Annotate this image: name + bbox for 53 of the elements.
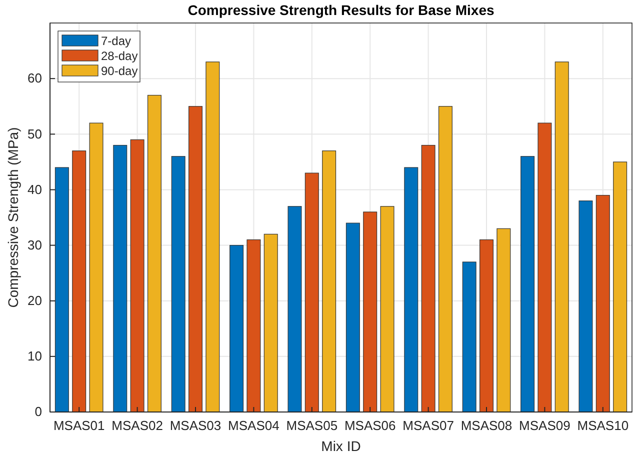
bar <box>171 156 186 412</box>
bar <box>288 206 302 412</box>
bar <box>438 106 452 412</box>
bar <box>264 234 278 412</box>
x-tick-label: MSAS06 <box>344 418 396 434</box>
x-tick-label: MSAS03 <box>170 418 222 434</box>
y-tick-label: 40 <box>28 182 42 197</box>
bar <box>520 156 535 412</box>
bar <box>421 144 436 412</box>
bar <box>554 62 569 412</box>
bar <box>72 150 86 412</box>
x-tick-label: MSAS09 <box>519 418 570 434</box>
x-tick-label: MSAS04 <box>228 418 280 434</box>
bar <box>322 150 336 412</box>
y-tick-label: 50 <box>28 126 42 142</box>
bar <box>130 139 144 412</box>
x-tick-label: MSAS10 <box>577 418 629 434</box>
bar <box>246 239 261 412</box>
bar <box>538 122 552 412</box>
legend-label: 90-day <box>101 64 138 78</box>
bar <box>113 144 128 412</box>
x-tick-label: MSAS08 <box>460 418 512 434</box>
bar <box>596 194 610 412</box>
bar <box>54 167 69 412</box>
y-tick-label: 20 <box>28 293 42 308</box>
x-tick-label: MSAS07 <box>402 418 454 434</box>
bar <box>304 172 319 412</box>
x-tick-label: MSAS02 <box>112 418 163 434</box>
legend-label: 28-day <box>101 49 138 63</box>
bar <box>613 162 628 412</box>
bar <box>147 94 162 412</box>
bar <box>480 239 494 412</box>
chart-title: Compressive Strength Results for Base Mixes <box>188 2 494 18</box>
bar <box>578 200 593 412</box>
bar <box>346 222 360 412</box>
bar <box>363 212 378 412</box>
x-tick-label: MSAS01 <box>53 418 105 434</box>
y-tick-label: 10 <box>28 348 42 364</box>
bar <box>206 62 220 412</box>
legend-label: 7-day <box>101 34 132 48</box>
y-axis-title: Compressive Strength (MPa) <box>5 127 21 308</box>
bar <box>89 122 104 412</box>
bar <box>496 228 511 412</box>
x-tick-label: MSAS05 <box>286 418 338 434</box>
bar <box>380 206 394 412</box>
y-tick-label: 30 <box>28 237 42 252</box>
bar <box>188 106 202 412</box>
bar <box>462 262 476 412</box>
bar <box>230 244 244 412</box>
bar <box>404 167 418 412</box>
x-axis-title: Mix ID <box>321 438 361 454</box>
y-tick-label: 0 <box>34 404 42 420</box>
y-tick-label: 60 <box>28 70 42 86</box>
